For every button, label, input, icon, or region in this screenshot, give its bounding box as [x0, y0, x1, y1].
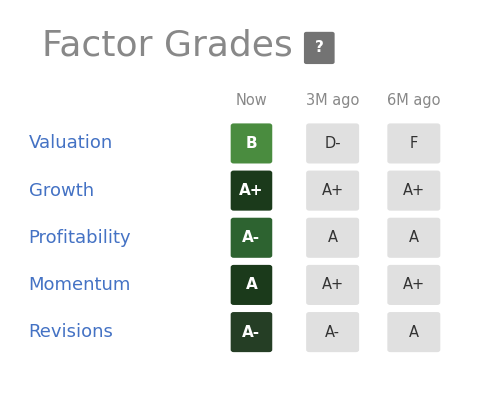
Text: A: A [409, 230, 419, 245]
Text: A+: A+ [322, 183, 344, 198]
Text: A-: A- [243, 230, 260, 245]
Text: A+: A+ [403, 277, 425, 292]
FancyBboxPatch shape [387, 265, 441, 305]
Text: A-: A- [325, 325, 340, 340]
FancyBboxPatch shape [306, 312, 359, 352]
Text: 3M ago: 3M ago [306, 93, 359, 108]
FancyBboxPatch shape [231, 123, 272, 163]
Text: A+: A+ [403, 183, 425, 198]
FancyBboxPatch shape [387, 123, 441, 163]
FancyBboxPatch shape [304, 32, 335, 64]
Text: Factor Grades: Factor Grades [42, 28, 293, 62]
FancyBboxPatch shape [306, 123, 359, 163]
FancyBboxPatch shape [231, 312, 272, 352]
Text: Profitability: Profitability [29, 229, 131, 247]
Text: A: A [328, 230, 338, 245]
FancyBboxPatch shape [231, 218, 272, 258]
Text: A+: A+ [239, 183, 264, 198]
FancyBboxPatch shape [387, 218, 441, 258]
FancyBboxPatch shape [387, 312, 441, 352]
FancyBboxPatch shape [387, 171, 441, 211]
FancyBboxPatch shape [231, 171, 272, 211]
FancyBboxPatch shape [306, 218, 359, 258]
Text: ?: ? [315, 40, 324, 55]
Text: A+: A+ [322, 277, 344, 292]
Text: A: A [409, 325, 419, 340]
Text: A: A [246, 277, 257, 292]
Text: Revisions: Revisions [29, 323, 113, 341]
Text: Now: Now [236, 93, 267, 108]
Text: Valuation: Valuation [29, 134, 113, 152]
Text: B: B [246, 136, 257, 151]
Text: Momentum: Momentum [29, 276, 131, 294]
Text: F: F [410, 136, 418, 151]
Text: Growth: Growth [29, 182, 94, 200]
Text: A-: A- [243, 325, 260, 340]
FancyBboxPatch shape [306, 265, 359, 305]
FancyBboxPatch shape [306, 171, 359, 211]
FancyBboxPatch shape [231, 265, 272, 305]
Text: D-: D- [324, 136, 341, 151]
Text: 6M ago: 6M ago [387, 93, 441, 108]
